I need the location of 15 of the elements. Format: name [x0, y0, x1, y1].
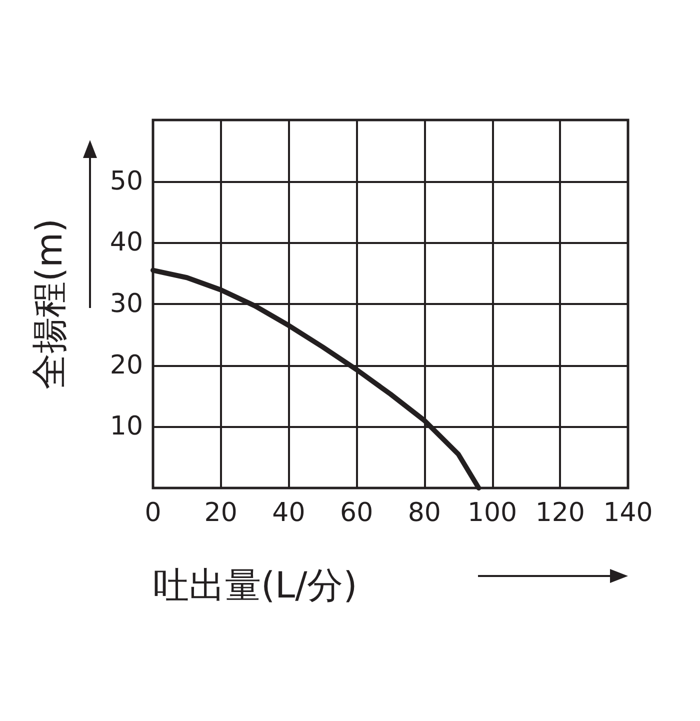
x-tick-label: 60 — [340, 498, 374, 528]
y-tick-label: 30 — [110, 289, 143, 319]
y-tick-label: 40 — [110, 228, 143, 258]
x-tick-label: 20 — [204, 498, 238, 528]
x-tick-label: 80 — [408, 498, 441, 528]
y-axis-title: 全揚程(m) — [30, 218, 70, 390]
x-tick-label: 140 — [603, 498, 653, 528]
x-tick-label: 100 — [467, 498, 518, 528]
y-tick-label: 20 — [110, 350, 143, 380]
x-tick-label: 40 — [272, 498, 306, 528]
y-tick-label: 10 — [110, 412, 143, 442]
x-tick-label: 0 — [144, 498, 162, 528]
x-axis-title: 吐出量(L/分) — [153, 566, 358, 606]
x-tick-label: 120 — [535, 498, 585, 528]
y-tick-label: 50 — [110, 166, 143, 196]
